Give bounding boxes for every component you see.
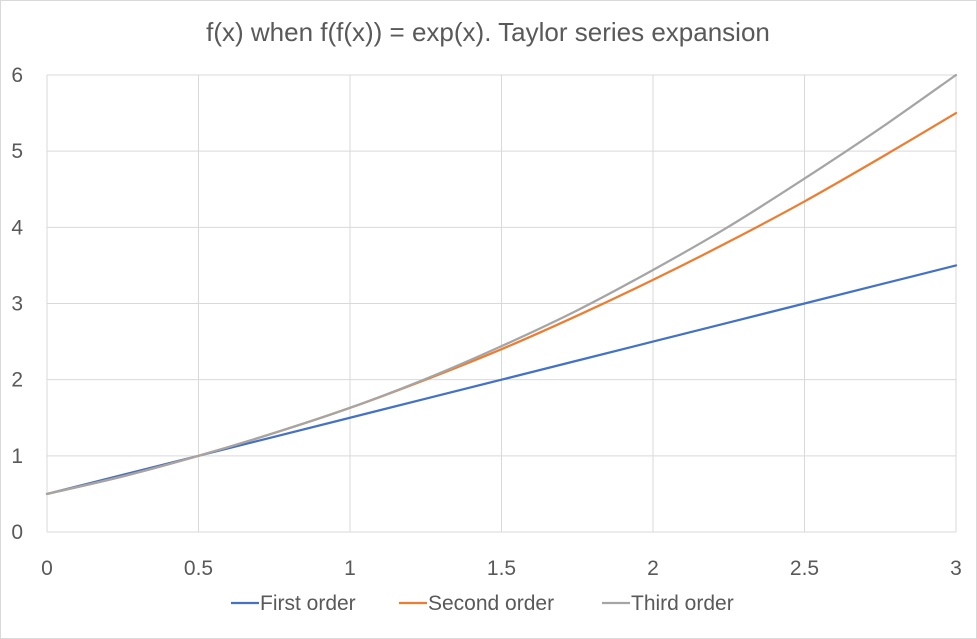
legend-label: Second order <box>428 592 554 615</box>
y-tick-label: 6 <box>11 64 23 87</box>
x-tick-label: 0 <box>41 557 53 580</box>
x-tick-label: 1 <box>344 557 356 580</box>
legend-label: Third order <box>631 592 734 615</box>
x-tick-label: 3 <box>950 557 962 580</box>
x-tick-label: 2.5 <box>790 557 819 580</box>
gridlines <box>46 74 957 533</box>
x-tick-label: 1.5 <box>487 557 516 580</box>
y-tick-label: 0 <box>11 521 23 544</box>
x-tick-label: 0.5 <box>184 557 213 580</box>
chart-title: f(x) when f(f(x)) = exp(x). Taylor serie… <box>206 17 770 47</box>
y-tick-label: 3 <box>11 293 23 316</box>
series-line-third-order <box>45 73 958 496</box>
series-lines <box>45 73 958 496</box>
y-tick-label: 2 <box>11 369 23 392</box>
x-tick-label: 2 <box>647 557 659 580</box>
y-tick-label: 5 <box>11 140 23 163</box>
legend: First order Second order Third order <box>231 592 734 615</box>
y-tick-label: 1 <box>11 445 23 468</box>
tick-labels: 0 1 2 3 4 5 6 0 0.5 1 1.5 2 2.5 3 <box>11 64 962 580</box>
y-tick-label: 4 <box>11 216 23 239</box>
legend-label: First order <box>260 592 356 615</box>
